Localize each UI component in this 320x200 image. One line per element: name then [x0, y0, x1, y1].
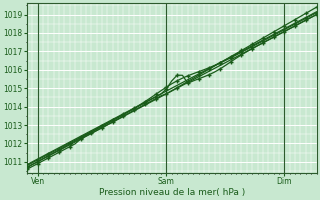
X-axis label: Pression niveau de la mer( hPa ): Pression niveau de la mer( hPa ) — [99, 188, 245, 197]
